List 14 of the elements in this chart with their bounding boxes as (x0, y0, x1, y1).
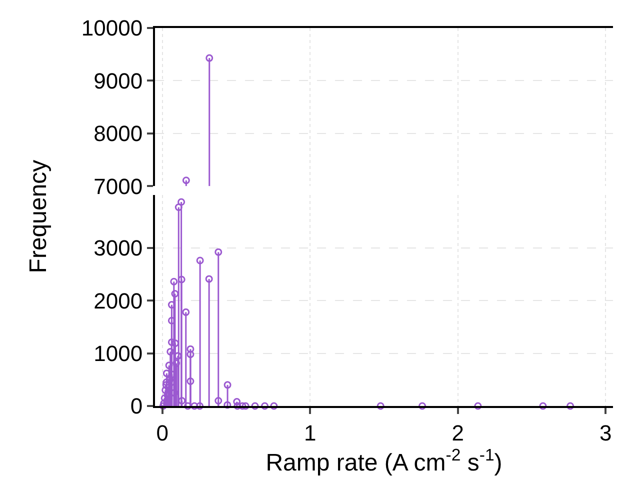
x-tick-label: 2 (452, 420, 464, 446)
y-tick-label: 7000 (94, 174, 143, 199)
y-tick-label: 2000 (94, 288, 143, 314)
y-tick-label: 0 (130, 394, 143, 419)
y-tick-label: 9000 (94, 68, 143, 94)
y-axis-title: Frequency (25, 160, 52, 274)
y-tick-label: 3000 (94, 236, 143, 261)
y-tick-label: 10000 (81, 16, 143, 41)
x-tick-label: 0 (156, 420, 169, 446)
x-axis-title: Ramp rate (A cm$^{-2}$ s$^{-1}$) (266, 445, 502, 476)
x-tick-label: 1 (304, 420, 316, 446)
y-tick-label: 8000 (94, 121, 143, 146)
x-tick-label: 3 (599, 420, 612, 446)
y-tick-label: 1000 (94, 340, 143, 366)
